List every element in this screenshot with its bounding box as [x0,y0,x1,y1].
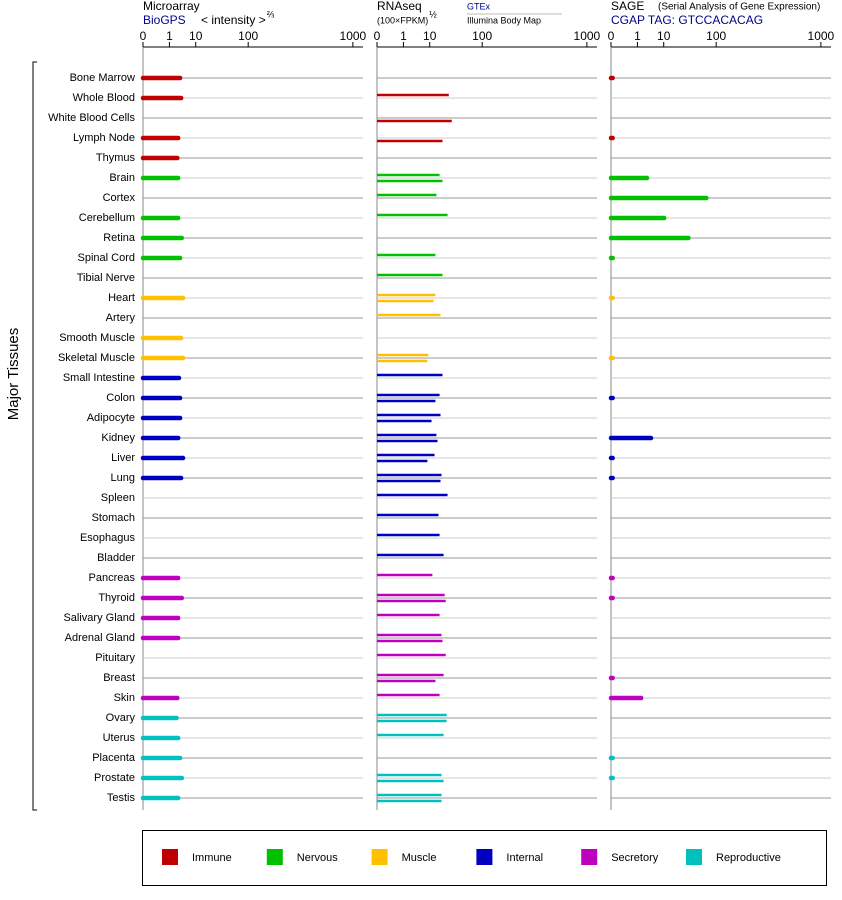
x-tick-label: 100 [706,29,726,43]
x-tick-label: 100 [472,29,492,43]
legend-swatch [371,849,388,865]
x-tick-label: 10 [423,29,437,43]
x-tick-label: 10 [189,29,203,43]
x-tick-label: 1000 [574,29,601,43]
category-label: Brain [109,172,135,184]
category-label: Artery [106,312,136,324]
category-label: Bone Marrow [70,72,135,84]
legend-label: Immune [192,852,232,864]
series-label: GTEx [467,1,491,11]
x-tick-label: 1 [166,29,173,43]
category-label: Spinal Cord [78,252,135,264]
legend-swatch [476,849,493,865]
category-label: Uterus [103,732,136,744]
x-axis-label: (100×FPKM) [377,15,428,25]
x-tick-label: 1000 [808,29,835,43]
x-tick-label: 1 [400,29,407,43]
legend-swatch [686,849,702,865]
x-axis-label-power: ⅔ [267,9,275,19]
category-label: Colon [106,392,135,404]
category-label: Placenta [92,752,136,764]
x-axis-label-power: ½ [429,9,437,19]
bracket [32,61,37,811]
panel-source: BioGPS [143,13,186,27]
x-tick-label: 0 [140,29,147,43]
category-label: Cortex [103,192,136,204]
category-label: Adipocyte [87,412,135,424]
legend-swatch [581,849,598,865]
category-label: Thymus [96,152,136,164]
category-label: Adrenal Gland [65,632,135,644]
category-label: White Blood Cells [48,112,135,124]
legend-label: Reproductive [716,852,781,864]
x-tick-label: 10 [657,29,671,43]
panel-title: SAGE [611,0,644,13]
y-axis-label: Major Tissues [5,328,22,421]
category-label: Thyroid [98,592,135,604]
panel-title: Microarray [143,0,200,13]
category-label: Prostate [94,772,135,784]
category-label: Pancreas [89,572,136,584]
category-label: Smooth Muscle [59,332,135,344]
panel-subtitle: (Serial Analysis of Gene Expression) [658,2,820,13]
category-label: Spleen [101,492,135,504]
x-tick-label: 0 [608,29,615,43]
category-label: Heart [108,292,135,304]
legend-label: Secretory [611,852,659,864]
x-tick-label: 1000 [340,29,367,43]
category-label: Esophagus [80,532,136,544]
x-tick-label: 1 [634,29,641,43]
category-label: Skeletal Muscle [58,352,135,364]
x-axis-label: < intensity > [201,13,266,27]
legend-box [142,830,827,886]
legend-swatch [162,849,178,865]
category-label: Testis [107,792,136,804]
panel-source: CGAP TAG: GTCCACACAG [611,13,763,27]
category-label: Whole Blood [73,92,135,104]
category-label: Tibial Nerve [77,272,135,284]
category-label: Stomach [92,512,135,524]
legend-label: Internal [506,852,543,864]
category-label: Ovary [106,712,136,724]
x-tick-label: 100 [238,29,258,43]
category-label: Skin [114,692,135,704]
category-label: Bladder [97,552,135,564]
legend-label: Nervous [297,852,338,864]
legend-swatch [266,849,283,865]
category-label: Pituitary [95,652,135,664]
category-label: Kidney [101,432,135,444]
panel-title: RNAseq [377,0,422,13]
category-label: Breast [103,672,135,684]
category-label: Liver [111,452,135,464]
category-label: Lung [111,472,135,484]
legend-label: Muscle [402,852,437,864]
category-label: Cerebellum [79,212,135,224]
series-label: Illumina Body Map [467,15,541,25]
category-label: Retina [103,232,136,244]
category-label: Salivary Gland [63,612,135,624]
category-label: Small Intestine [63,372,135,384]
category-label: Lymph Node [73,132,135,144]
x-tick-label: 0 [374,29,381,43]
